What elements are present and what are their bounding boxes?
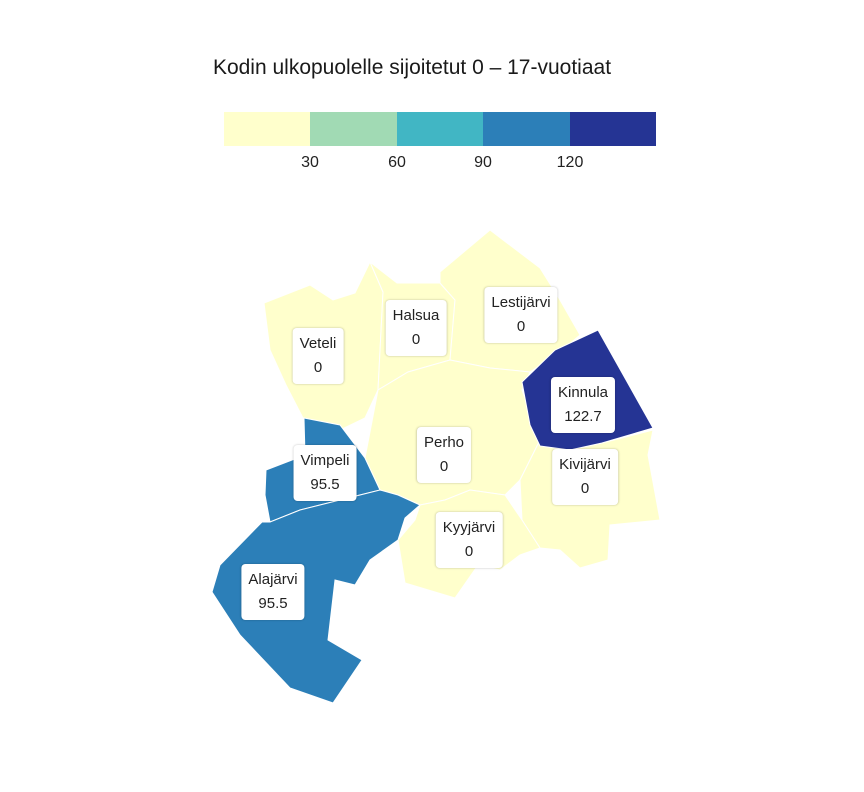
region-value: 122.7 [564, 408, 602, 425]
region-name: Kyyjärvi [442, 519, 496, 536]
region-value: 0 [464, 543, 474, 560]
region-value: 95.5 [310, 476, 340, 493]
legend-bin-5 [569, 112, 657, 146]
legend-bin-4 [483, 112, 570, 146]
map-title: Kodin ulkopuolelle sijoitetut 0 – 17-vuo… [212, 56, 612, 79]
color-legend [224, 112, 657, 146]
legend-tick: 90 [474, 154, 492, 171]
region-label-vimpeli: Vimpeli 95.5 [293, 445, 357, 501]
region-name: Veteli [299, 335, 337, 352]
region-label-kinnula: Kinnula 122.7 [550, 377, 616, 433]
region-value: 0 [411, 331, 421, 348]
region-name: Kinnula [557, 384, 609, 401]
region-label-alajarvi: Alajärvi 95.5 [241, 564, 305, 620]
region-value: 0 [313, 359, 323, 376]
legend-bin-3 [396, 112, 484, 146]
region-value: 0 [439, 458, 449, 475]
region-alajarvi[interactable] [211, 489, 421, 704]
region-label-perho: Perho 0 [416, 427, 472, 483]
region-label-lestijarvi: Lestijärvi 0 [484, 287, 558, 343]
legend-bin-2 [310, 112, 397, 146]
region-name: Halsua [392, 307, 440, 324]
region-name: Lestijärvi [491, 294, 551, 311]
legend-bin-1 [224, 112, 311, 146]
region-label-veteli: Veteli 0 [292, 328, 344, 384]
region-label-kyyjarvi: Kyyjärvi 0 [435, 512, 503, 568]
region-label-kivijarvi: Kivijärvi 0 [552, 449, 618, 505]
region-value: 0 [580, 480, 590, 497]
legend-tick: 120 [556, 154, 584, 171]
region-name: Kivijärvi [559, 456, 611, 473]
region-name: Alajärvi [248, 571, 298, 588]
legend-tick: 60 [388, 154, 406, 171]
region-name: Vimpeli [300, 452, 350, 469]
region-value: 0 [516, 318, 526, 335]
region-value: 95.5 [258, 595, 288, 612]
region-name: Perho [423, 434, 465, 451]
region-label-halsua: Halsua 0 [385, 300, 447, 356]
legend-tick: 30 [301, 154, 319, 171]
